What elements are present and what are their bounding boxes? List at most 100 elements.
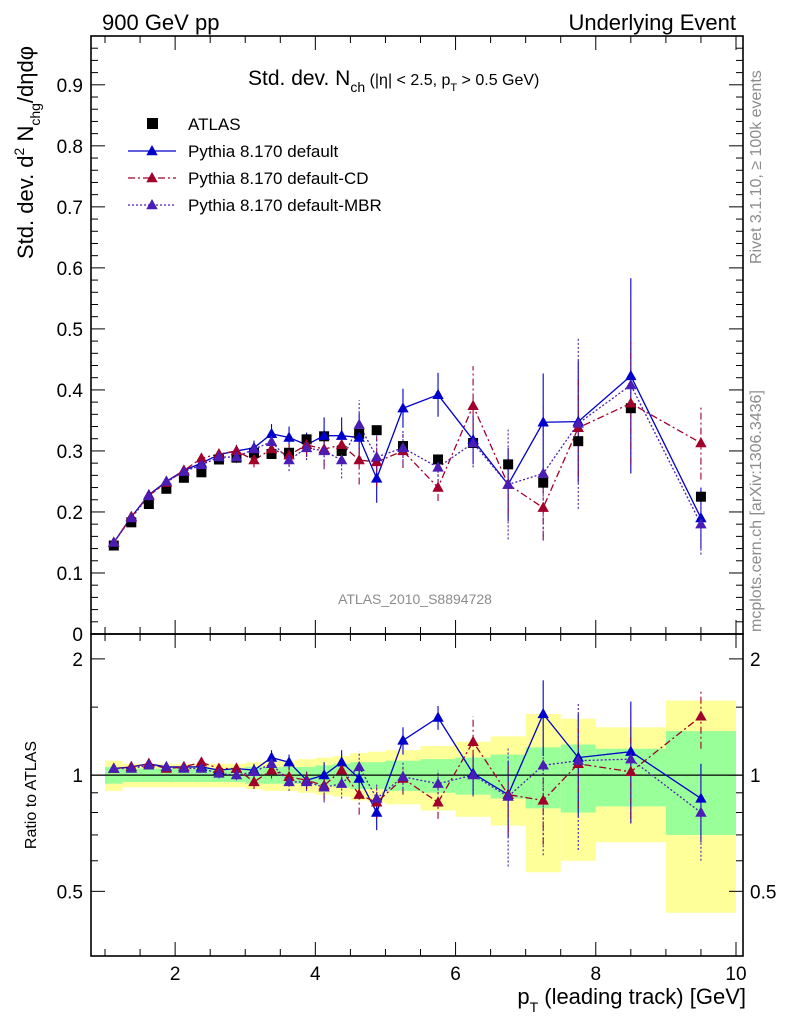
series-marker bbox=[160, 475, 173, 486]
series-marker bbox=[353, 418, 365, 429]
ratio-marker bbox=[335, 777, 348, 788]
ratio-marker bbox=[467, 769, 479, 780]
series-marker bbox=[335, 438, 348, 450]
series-marker bbox=[695, 518, 707, 529]
atlas-point bbox=[196, 467, 207, 478]
series-marker bbox=[432, 388, 444, 399]
series-marker bbox=[108, 536, 120, 547]
ratio-marker bbox=[695, 710, 707, 721]
x-tick-label: 2 bbox=[170, 964, 181, 985]
ratio-marker bbox=[537, 759, 549, 770]
legend-label: ATLAS bbox=[188, 115, 241, 134]
ratio-marker bbox=[397, 770, 409, 781]
ratio-marker bbox=[230, 769, 243, 780]
x-tick-label: 4 bbox=[310, 964, 321, 985]
x-tick-label: 10 bbox=[725, 964, 746, 985]
series-marker bbox=[432, 481, 444, 492]
legend-label: Pythia 8.170 default-CD bbox=[188, 169, 369, 188]
series-marker bbox=[353, 431, 365, 442]
legend-marker bbox=[146, 145, 158, 156]
main-y-tick-label: 0.5 bbox=[57, 320, 83, 341]
atlas-point bbox=[336, 445, 347, 456]
ratio-y-tick-label-left: 2 bbox=[72, 650, 83, 671]
main-y-tick-label: 0.6 bbox=[57, 259, 83, 280]
series-marker bbox=[695, 512, 707, 523]
mcplots-side-label: mcplots.cern.ch [arXiv:1306.3436] bbox=[748, 390, 765, 632]
ratio-marker bbox=[695, 806, 707, 817]
main-y-tick-label: 0.4 bbox=[57, 381, 84, 402]
ratio-marker bbox=[265, 751, 278, 762]
ratio-y-tick-label-right: 2 bbox=[750, 650, 761, 671]
plot-title: Std. dev. Nch (|η| < 2.5, pT > 0.5 GeV) bbox=[248, 67, 539, 95]
ratio-marker bbox=[248, 775, 260, 787]
watermark: ATLAS_2010_S8894728 bbox=[338, 591, 492, 607]
ratio-marker bbox=[318, 769, 330, 780]
series-marker bbox=[625, 397, 637, 408]
series-marker bbox=[283, 431, 295, 442]
main-y-tick-label: 0.3 bbox=[57, 442, 83, 463]
series-marker bbox=[335, 454, 348, 465]
legend-marker-atlas bbox=[147, 118, 158, 129]
x-tick-label: 6 bbox=[450, 964, 461, 985]
ratio-marker bbox=[108, 762, 120, 773]
x-axis-label: pT (leading track) [GeV] bbox=[517, 984, 746, 1015]
ratio-marker bbox=[625, 745, 637, 756]
series-marker bbox=[335, 429, 348, 440]
ratio-marker bbox=[125, 762, 138, 773]
series-marker bbox=[178, 465, 190, 476]
series-marker bbox=[318, 429, 330, 440]
ratio-marker bbox=[432, 711, 444, 722]
series-marker bbox=[502, 478, 514, 489]
series-marker bbox=[125, 512, 138, 523]
atlas-point bbox=[538, 477, 549, 488]
series-marker bbox=[265, 435, 278, 446]
ratio-marker bbox=[467, 735, 479, 746]
ratio-marker bbox=[625, 753, 637, 764]
ratio-marker bbox=[283, 770, 295, 781]
series-marker bbox=[195, 458, 208, 470]
ratio-marker bbox=[537, 794, 549, 805]
ratio-marker bbox=[318, 781, 330, 792]
atlas-point bbox=[433, 454, 444, 465]
series-marker bbox=[265, 443, 278, 454]
series-marker bbox=[572, 417, 584, 428]
series-marker bbox=[230, 444, 243, 456]
ratio-y-tick-label-right: 0.5 bbox=[750, 882, 776, 903]
legend-marker bbox=[146, 172, 158, 183]
series-marker bbox=[537, 416, 549, 427]
atlas-point bbox=[371, 425, 382, 436]
ratio-plot-frame bbox=[90, 633, 744, 957]
ratio-marker bbox=[248, 765, 260, 776]
atlas-point bbox=[178, 472, 189, 483]
ratio-series-line bbox=[113, 758, 702, 814]
main-y-tick-label: 0.1 bbox=[57, 564, 83, 585]
header-left-label: 900 GeV pp bbox=[102, 10, 219, 35]
atlas-point bbox=[161, 483, 172, 494]
series-marker bbox=[695, 437, 707, 448]
ratio-marker bbox=[353, 760, 365, 772]
series-marker bbox=[248, 443, 260, 454]
main-y-tick-label: 0 bbox=[72, 625, 83, 646]
series-marker bbox=[625, 379, 637, 390]
ratio-marker bbox=[432, 777, 444, 788]
y-axis-label: Std. dev. d2 Nchg/dηdφ bbox=[11, 46, 43, 259]
main-y-tick-label: 0.8 bbox=[57, 137, 83, 158]
legend: ATLAS Pythia 8.170 default Pythia 8.170 de… bbox=[128, 115, 382, 215]
ratio-marker bbox=[502, 790, 514, 801]
ratio-marker bbox=[160, 760, 173, 772]
ratio-series-line bbox=[113, 715, 702, 804]
series-marker bbox=[467, 399, 479, 410]
series-marker bbox=[537, 467, 549, 478]
atlas-point bbox=[573, 436, 584, 447]
legend-label: Pythia 8.170 default bbox=[188, 142, 339, 161]
main-y-tick-label: 0.2 bbox=[57, 503, 83, 524]
atlas-point bbox=[695, 491, 706, 502]
atlas-point bbox=[143, 499, 154, 510]
ratio-marker bbox=[195, 762, 208, 773]
ratio-marker bbox=[265, 764, 278, 775]
ratio-plot: 2 4 6 8 10 0.5 0.5 1 1 2 2 Ratio to ATLAS bbox=[23, 633, 776, 985]
ratio-marker bbox=[537, 707, 549, 719]
atlas-point bbox=[126, 517, 137, 528]
series-marker bbox=[195, 452, 208, 463]
series-marker bbox=[432, 461, 444, 472]
